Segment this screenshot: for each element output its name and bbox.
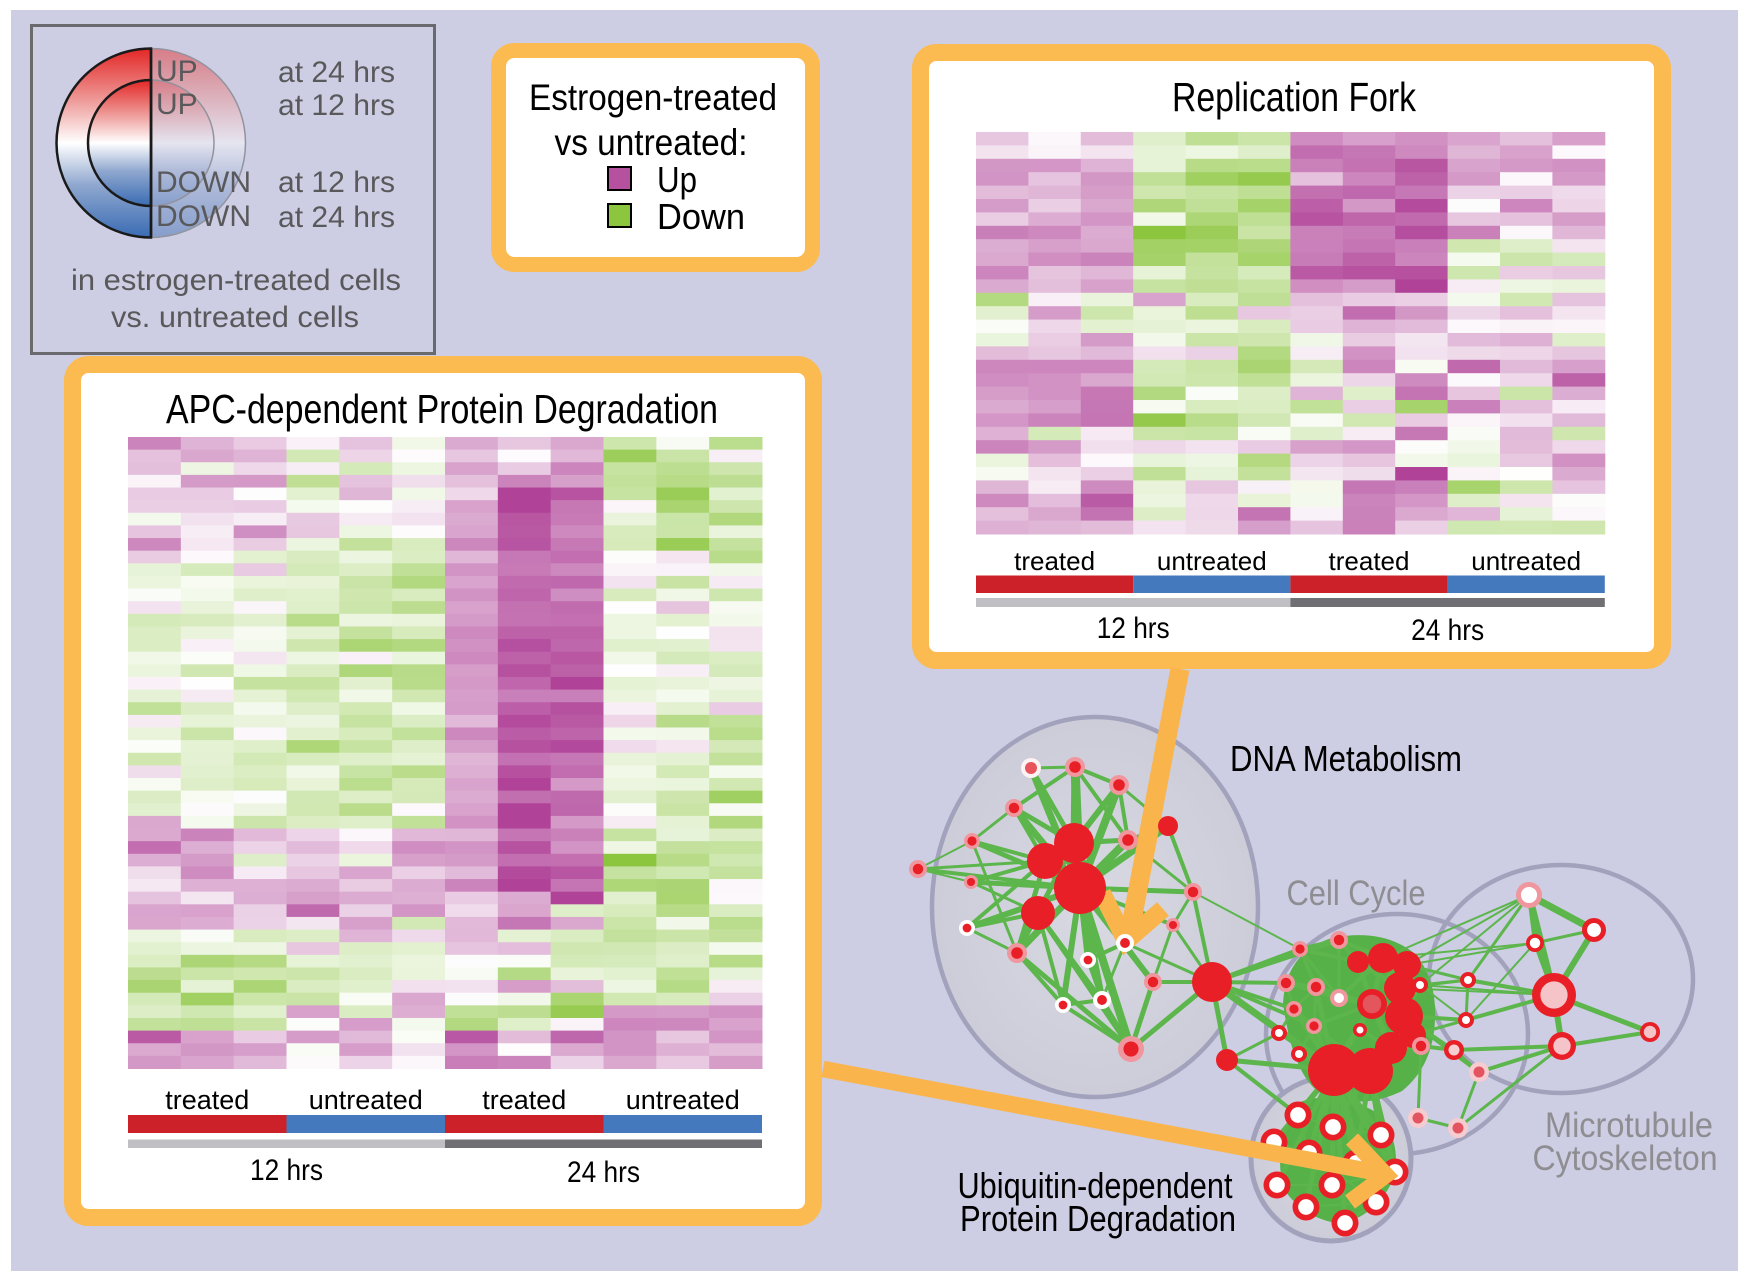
svg-text:untreated: untreated: [1157, 546, 1267, 576]
svg-text:vs. untreated cells: vs. untreated cells: [111, 301, 359, 334]
svg-text:treated: treated: [1014, 546, 1095, 576]
svg-text:untreated: untreated: [309, 1085, 423, 1115]
svg-text:24 hrs: 24 hrs: [567, 1156, 640, 1189]
svg-text:Ubiquitin-dependent: Ubiquitin-dependent: [958, 1165, 1233, 1206]
svg-text:treated: treated: [165, 1085, 249, 1115]
svg-text:untreated: untreated: [626, 1085, 740, 1115]
svg-text:in estrogen-treated cells: in estrogen-treated cells: [71, 264, 401, 297]
svg-text:Cell Cycle: Cell Cycle: [1287, 874, 1426, 913]
svg-text:at 24 hrs: at 24 hrs: [278, 56, 395, 89]
svg-text:12 hrs: 12 hrs: [250, 1154, 323, 1187]
svg-text:Microtubule: Microtubule: [1545, 1106, 1713, 1145]
svg-text:APC-dependent Protein Degradat: APC-dependent Protein Degradation: [166, 386, 718, 432]
svg-text:Protein Degradation: Protein Degradation: [960, 1198, 1236, 1239]
svg-text:Estrogen-treated: Estrogen-treated: [529, 77, 777, 118]
svg-text:Up: Up: [657, 159, 697, 200]
svg-text:DNA Metabolism: DNA Metabolism: [1230, 738, 1462, 779]
svg-text:vs untreated:: vs untreated:: [555, 122, 748, 163]
svg-text:untreated: untreated: [1471, 546, 1581, 576]
svg-text:Replication Fork: Replication Fork: [1172, 74, 1416, 120]
svg-text:treated: treated: [482, 1085, 566, 1115]
svg-text:Cytoskeleton: Cytoskeleton: [1533, 1139, 1718, 1178]
svg-text:at 12 hrs: at 12 hrs: [278, 166, 395, 199]
svg-text:DOWN: DOWN: [156, 200, 251, 233]
svg-text:DOWN: DOWN: [156, 166, 251, 199]
svg-text:24 hrs: 24 hrs: [1411, 614, 1484, 647]
svg-text:Down: Down: [657, 196, 745, 237]
svg-text:UP: UP: [156, 55, 198, 88]
svg-text:at 24 hrs: at 24 hrs: [278, 201, 395, 234]
svg-text:12 hrs: 12 hrs: [1097, 612, 1170, 645]
svg-text:UP: UP: [156, 88, 198, 121]
svg-text:at 12 hrs: at 12 hrs: [278, 89, 395, 122]
svg-text:treated: treated: [1329, 546, 1410, 576]
